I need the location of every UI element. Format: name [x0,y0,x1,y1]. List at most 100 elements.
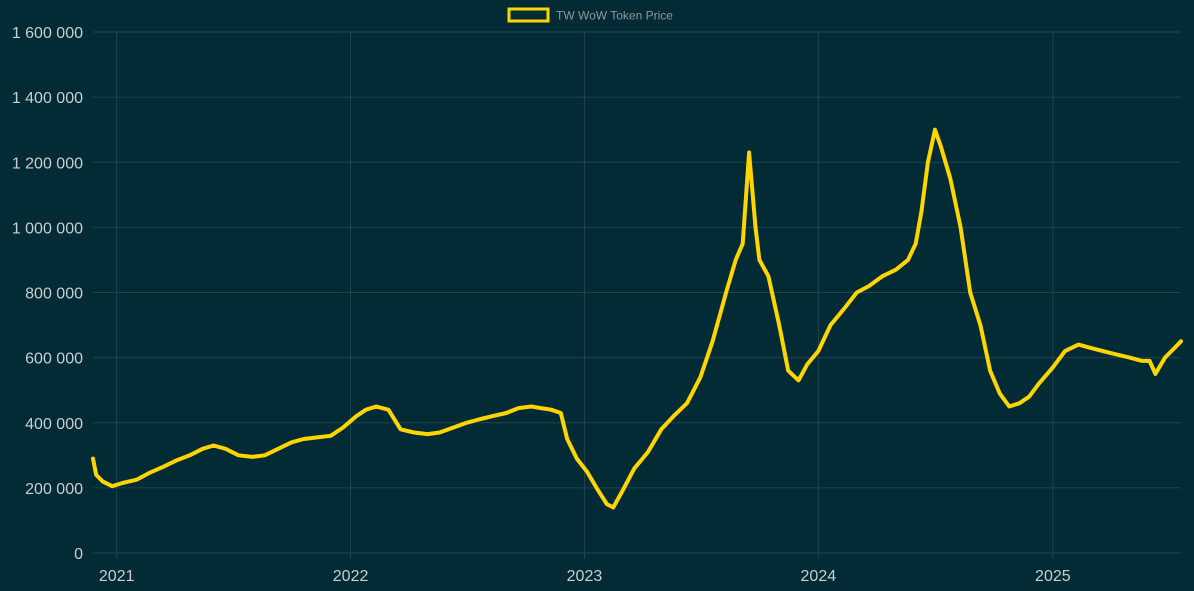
data-point [620,489,624,493]
data-point [585,470,589,474]
data-point [575,457,579,461]
data-point [741,242,745,246]
data-point [988,369,992,373]
y-tick-label: 600 000 [25,351,83,368]
data-point [671,414,676,418]
data-point [828,323,833,327]
data-point [188,453,192,457]
data-point [425,432,430,436]
y-tick-label: 1 400 000 [12,90,83,107]
data-point [1007,404,1011,409]
data-point [1051,365,1055,369]
legend[interactable]: TW WoW Token Price [507,7,673,23]
data-point [341,426,345,430]
data-point [1027,395,1031,399]
data-point [399,427,403,431]
data-point [1101,349,1105,353]
data-point [290,440,294,444]
data-point [201,447,205,451]
data-point [1063,349,1067,353]
data-point [1128,356,1132,360]
data-point [685,401,689,405]
y-tick-label: 1 200 000 [12,155,83,172]
data-point [906,258,910,262]
data-point [786,369,790,373]
data-point [1179,339,1183,343]
data-point [110,484,114,488]
data-point [147,471,151,475]
data-point [161,465,166,469]
data-point [595,486,599,490]
x-tick-label: 2021 [99,568,135,585]
data-point [1017,401,1022,405]
data-point [236,453,241,457]
data-point [757,258,762,262]
data-point [816,349,820,353]
data-point [998,391,1002,395]
data-point [364,408,368,412]
data-point [135,478,139,482]
data-point [919,209,924,213]
y-tick-label: 200 000 [25,481,83,498]
y-tick-label: 1 000 000 [12,220,83,237]
data-point [711,339,715,343]
data-point [477,417,481,422]
x-axis-ticks: 2021 2022 2023 2024 2025 [99,568,1071,585]
y-axis-ticks: 0 200 000 400 000 600 000 800 000 1 000 000 1 … [12,25,83,563]
data-point [948,176,952,181]
data-point [1114,352,1118,356]
y-tick-label: 0 [74,546,83,563]
data-point [1140,359,1144,363]
data-point [867,284,871,288]
data-point [374,404,378,409]
data-point [1089,346,1093,350]
data-point [1163,356,1167,360]
data-point [894,268,898,272]
data-point [263,453,267,457]
data-point [880,274,885,278]
data-point [734,258,738,262]
data-point [611,505,615,509]
data-point [1037,382,1041,386]
data-point [465,421,469,425]
data-point [659,427,663,431]
data-point [914,242,918,246]
data-point [412,430,416,435]
series-layer [91,127,1183,510]
data-point [490,414,494,418]
data-point [968,290,972,295]
data-point [559,411,563,415]
x-tick-label: 2024 [801,568,837,585]
data-point [959,225,963,229]
data-point [276,447,280,451]
data-point [386,408,390,412]
y-tick-label: 800 000 [25,286,83,303]
data-point [753,225,758,229]
data-point [451,426,455,430]
data-point [529,404,533,409]
data-point [698,375,703,379]
data-point [926,160,930,164]
data-point [766,274,771,278]
x-tick-label: 2023 [567,568,603,585]
legend-label: TW WoW Token Price [556,9,673,23]
data-point [805,362,810,366]
data-point [354,414,358,418]
data-point [605,502,609,506]
data-point [939,144,943,148]
data-point [211,443,216,448]
data-point [175,458,179,462]
data-point [516,406,521,410]
data-point [855,290,859,295]
data-point [549,408,553,412]
data-point [120,481,125,485]
data-point [94,473,98,477]
data-point [504,411,508,415]
data-point [1076,343,1081,347]
data-point [315,435,319,439]
data-point [646,450,650,454]
data-point [933,128,937,132]
data-point [796,378,801,382]
